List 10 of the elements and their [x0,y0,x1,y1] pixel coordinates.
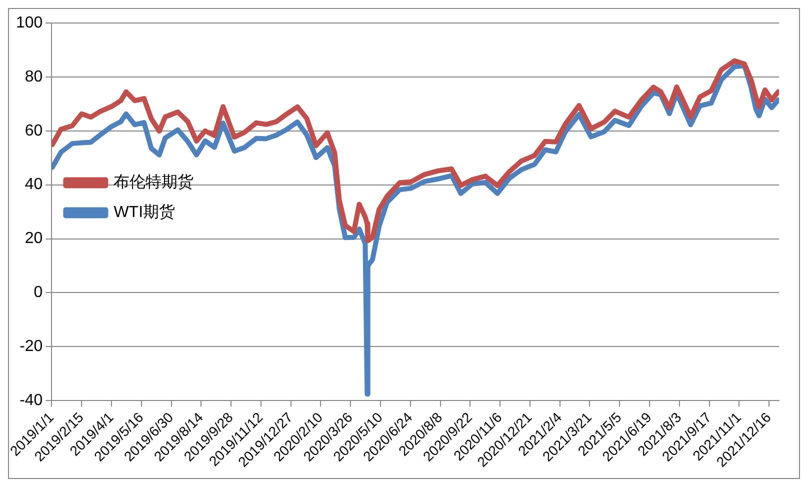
y-tick-label: 20 [24,230,43,248]
legend-label: 布伦特期货 [114,173,194,192]
y-tick-label: 40 [24,176,43,194]
y-tick-label: 80 [24,68,43,86]
y-tick-label: 0 [34,284,43,302]
y-tick-label: 60 [24,122,43,140]
y-tick-label: -20 [20,338,43,356]
legend-label: WTI期货 [114,203,176,222]
y-tick-label: 100 [16,14,43,32]
y-tick-label: -40 [20,392,43,409]
